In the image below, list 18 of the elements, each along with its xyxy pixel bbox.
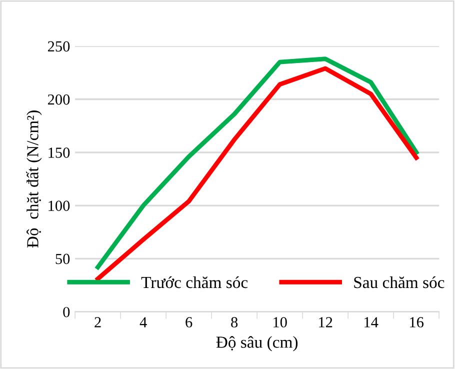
y-tick-label: 50 [56,254,70,264]
y-tick-label: 100 [48,200,70,211]
x-tick-label: 4 [140,317,147,328]
x-tick-label: 10 [274,317,287,328]
y-tick-label: 0 [63,306,70,318]
x-tick-label: 14 [364,317,378,328]
legend-label: Sau chăm sóc [354,276,444,288]
x-tick-label: 2 [94,317,101,328]
x-tick-label: 8 [231,317,238,328]
y-tick-label: 200 [48,94,70,105]
x-tick-label: 16 [410,317,424,328]
x-tick-label: 6 [186,317,192,328]
x-axis-title: Độ sâu (cm) [216,336,298,352]
x-tick-label: 12 [319,317,332,328]
y-axis-title: Độ chặt đất (N/cm²) [26,110,42,248]
y-tick-label: 250 [48,41,70,52]
y-tick-label: 150 [48,148,70,158]
legend-label: Trước chăm sóc [141,276,248,288]
